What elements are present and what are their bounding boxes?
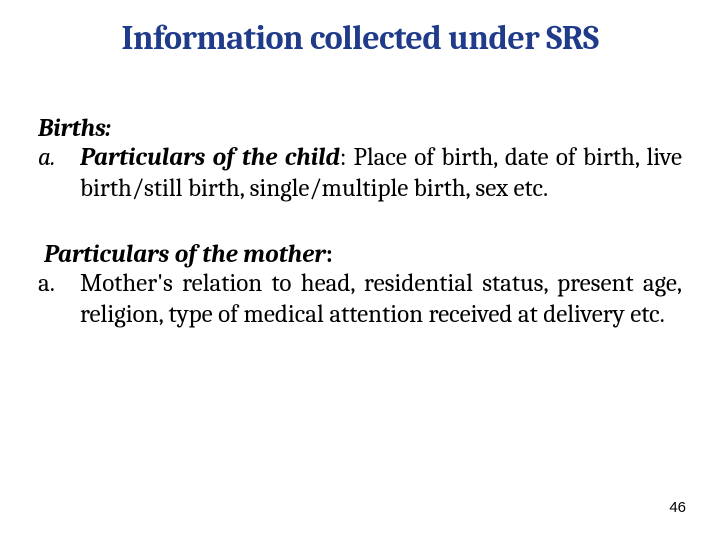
- slide-container: Information collected under SRS Births: …: [0, 0, 720, 540]
- section2-label-suffix: :: [326, 240, 333, 269]
- section1-item: a. Particulars of the child: Place of bi…: [38, 143, 682, 204]
- slide-title: Information collected under SRS: [38, 18, 682, 58]
- section1-item-body: Particulars of the child: Place of birth…: [80, 143, 682, 204]
- section2-item-body: Mother's relation to head, residential s…: [80, 269, 682, 330]
- page-number: 46: [669, 499, 686, 516]
- section2-label-text: Particulars of the mother: [44, 240, 326, 269]
- section-births-label: Births:: [38, 114, 682, 143]
- section2-item-marker: a.: [38, 269, 80, 330]
- section1-item-heading: Particulars of the child: [80, 143, 340, 172]
- section-mother-label: Particulars of the mother:: [44, 240, 682, 269]
- section2-item: a. Mother's relation to head, residentia…: [38, 269, 682, 330]
- section1-item-marker: a.: [38, 143, 80, 204]
